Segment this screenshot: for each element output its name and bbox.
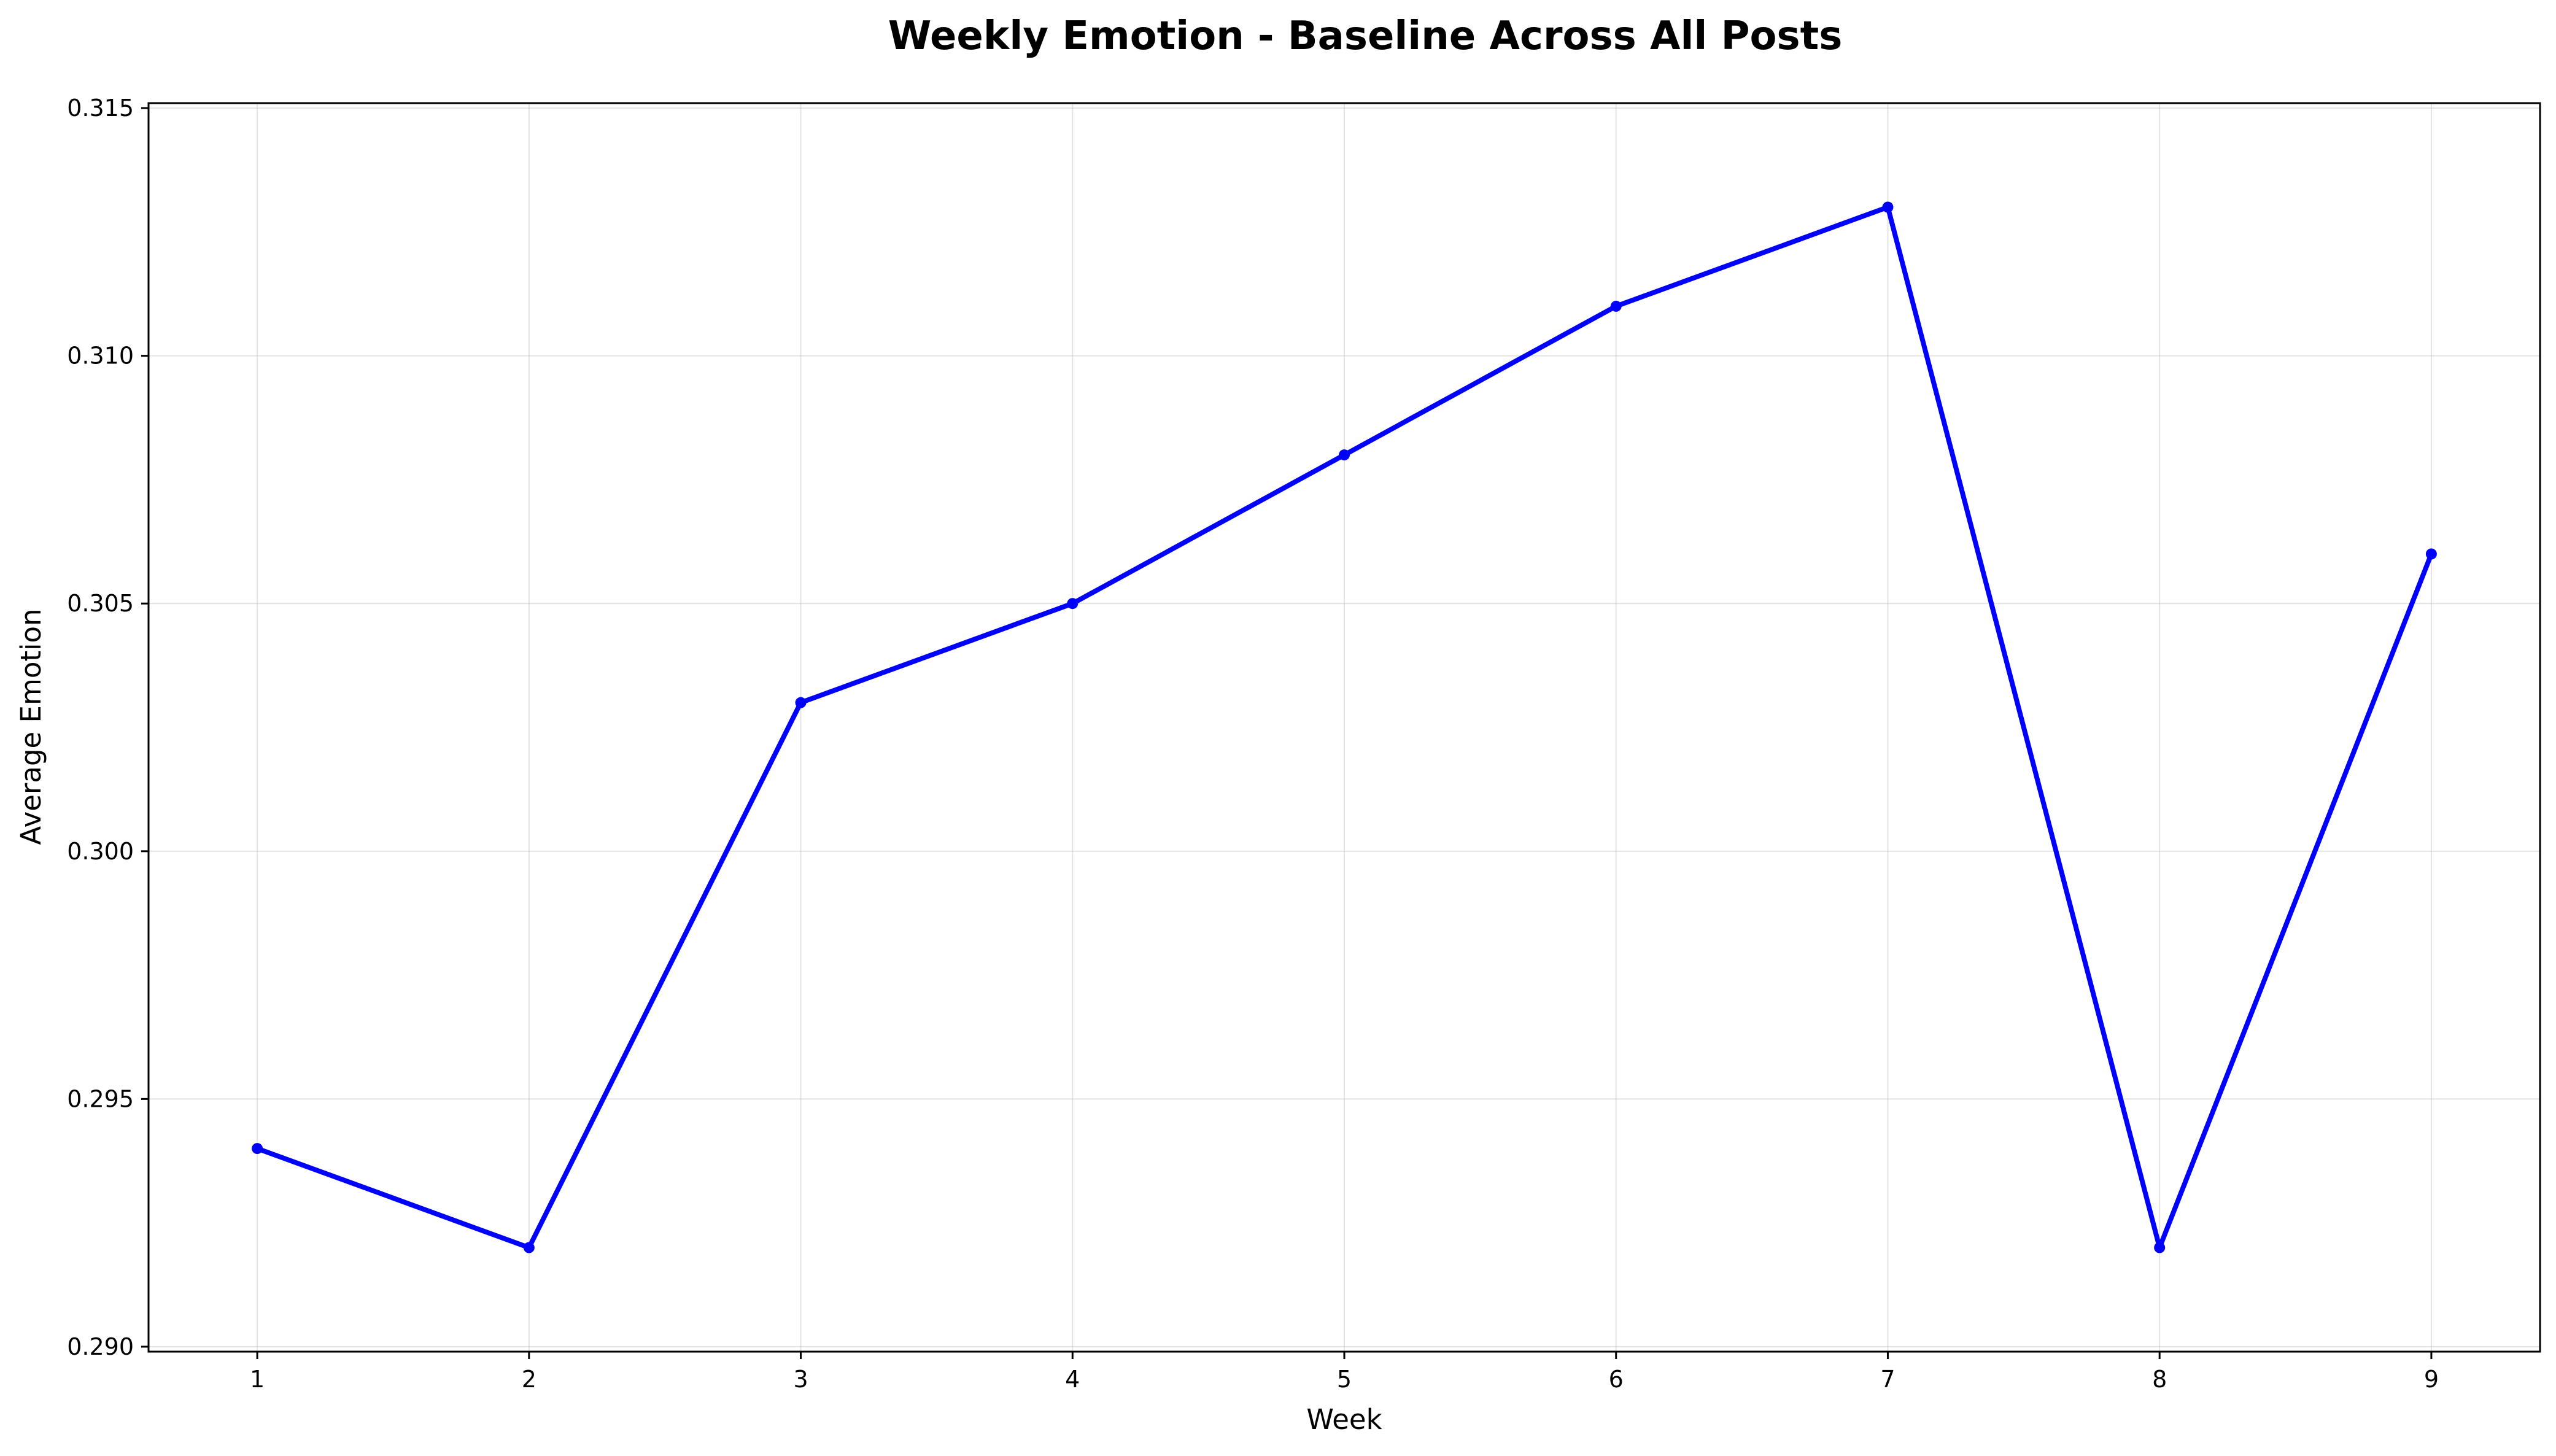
data-point: [1339, 449, 1350, 461]
data-point: [795, 697, 807, 708]
x-tick-label: 2: [522, 1366, 536, 1393]
y-tick-label: 0.310: [67, 343, 134, 370]
x-tick-label: 7: [1880, 1366, 1895, 1393]
y-tick-label: 0.315: [67, 95, 134, 122]
data-point: [252, 1143, 263, 1155]
x-axis-label: Week: [1306, 1403, 1382, 1436]
chart-title: Weekly Emotion - Baseline Across All Pos…: [888, 14, 1843, 59]
data-point: [2154, 1242, 2166, 1253]
data-point: [1067, 598, 1079, 610]
y-tick-label: 0.305: [67, 590, 134, 617]
x-tick-label: 9: [2424, 1366, 2439, 1393]
x-tick-label: 6: [1609, 1366, 1624, 1393]
x-tick-label: 5: [1337, 1366, 1352, 1393]
x-tick-label: 3: [793, 1366, 808, 1393]
y-axis-label: Average Emotion: [15, 608, 47, 845]
series-layer: [252, 201, 2437, 1253]
data-point: [2425, 548, 2437, 560]
y-tick-label: 0.295: [67, 1085, 134, 1112]
y-tick-label: 0.300: [67, 838, 134, 865]
x-tick-label: 1: [250, 1366, 265, 1393]
data-point: [523, 1242, 535, 1253]
y-tick-label: 0.290: [67, 1333, 134, 1360]
data-point: [1610, 300, 1622, 312]
data-point: [1882, 201, 1894, 213]
x-tick-label: 8: [2152, 1366, 2167, 1393]
axis-ticks: 1 2 3 4 5 6 7 8 9 0.290 0.295 0.300 0.305 0.310 0.315: [67, 95, 2439, 1393]
x-tick-label: 4: [1065, 1366, 1080, 1393]
